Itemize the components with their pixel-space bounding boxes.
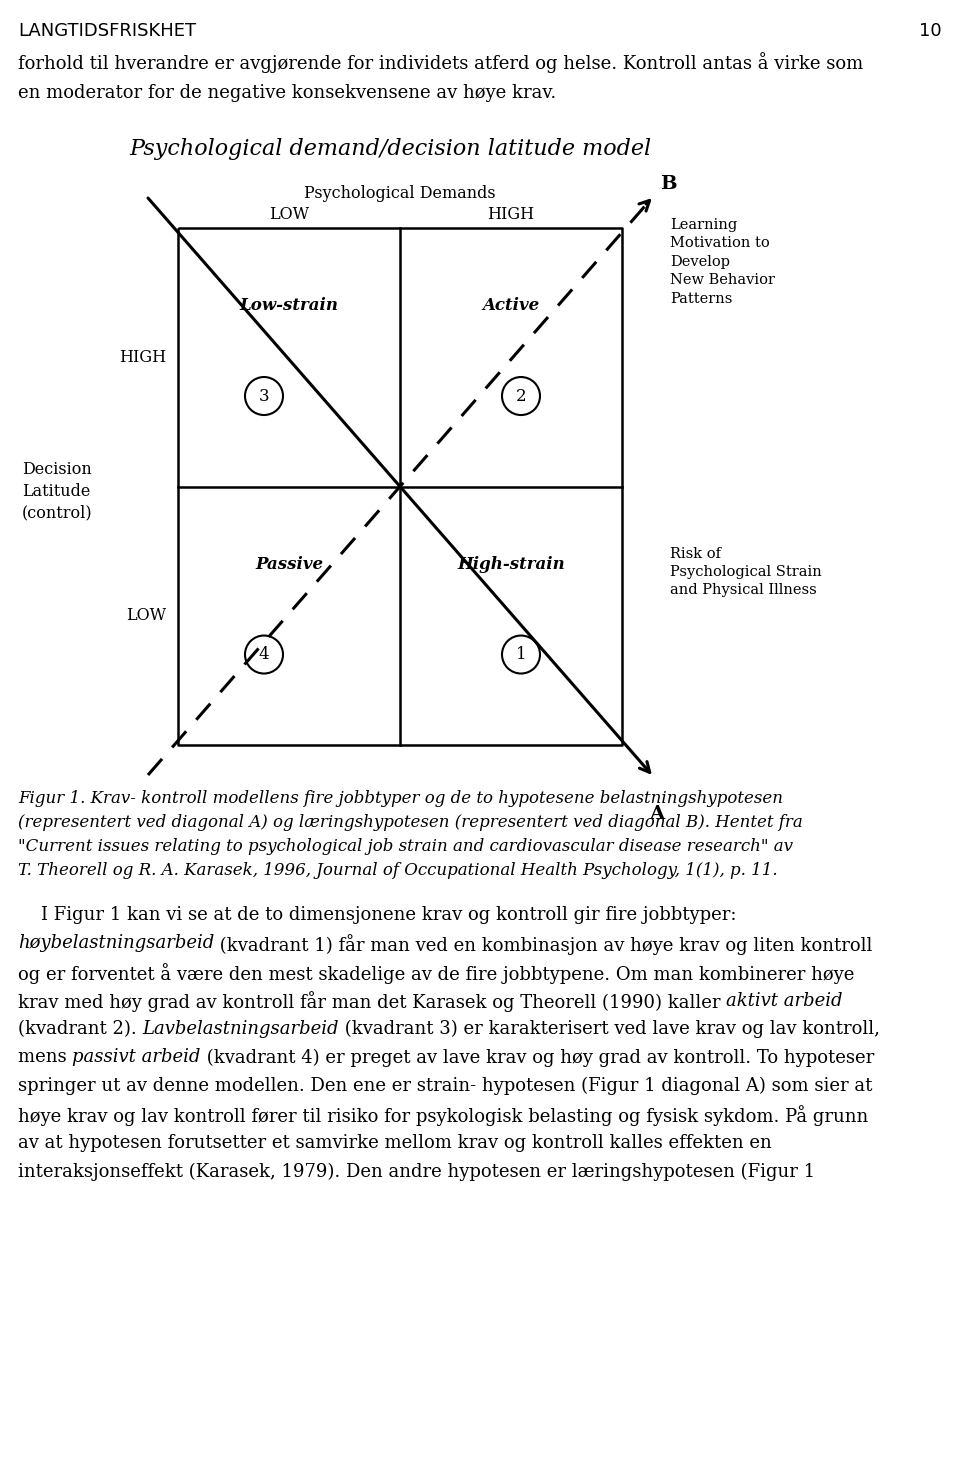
Text: springer ut av denne modellen. Den ene er strain- hypotesen (Figur 1 diagonal A): springer ut av denne modellen. Den ene e… [18,1077,873,1095]
Text: 2: 2 [516,387,526,405]
Text: B: B [660,175,677,193]
Text: LOW: LOW [269,206,309,223]
Text: (kvadrant 1) får man ved en kombinasjon av høye krav og liten kontroll: (kvadrant 1) får man ved en kombinasjon … [214,935,873,956]
Text: krav med høy grad av kontroll får man det Karasek og Theorell (1990) kaller: krav med høy grad av kontroll får man de… [18,991,727,1012]
Text: (representert ved diagonal A) og læringshypotesen (representert ved diagonal B).: (representert ved diagonal A) og lærings… [18,815,803,831]
Text: A: A [649,804,664,824]
Text: I Figur 1 kan vi se at de to dimensjonene krav og kontroll gir fire jobbtyper:: I Figur 1 kan vi se at de to dimensjonen… [18,907,736,925]
Text: LANGTIDSFRISKHET: LANGTIDSFRISKHET [18,22,196,40]
Text: aktivt arbeid: aktivt arbeid [727,991,843,1009]
Text: 10: 10 [920,22,942,40]
Text: Psychological demand/decision latitude model: Psychological demand/decision latitude m… [129,138,651,160]
Text: mens: mens [18,1049,72,1067]
Text: Figur 1. Krav- kontroll modellens fire jobbtyper og de to hypotesene belastnings: Figur 1. Krav- kontroll modellens fire j… [18,789,783,807]
Text: høye krav og lav kontroll fører til risiko for psykologisk belasting og fysisk s: høye krav og lav kontroll fører til risi… [18,1106,868,1126]
Text: High-strain: High-strain [457,555,564,573]
Text: Passive: Passive [255,555,324,573]
Text: Learning
Motivation to
Develop
New Behavior
Patterns: Learning Motivation to Develop New Behav… [670,218,775,306]
Text: en moderator for de negative konsekvensene av høye krav.: en moderator for de negative konsekvense… [18,85,556,102]
Text: forhold til hverandre er avgjørende for individets atferd og helse. Kontroll ant: forhold til hverandre er avgjørende for … [18,52,863,73]
Text: T. Theorell og R. A. Karasek, 1996, Journal of Occupational Health Psychology, 1: T. Theorell og R. A. Karasek, 1996, Jour… [18,862,778,879]
Text: Lavbelastningsarbeid: Lavbelastningsarbeid [142,1020,339,1037]
Text: 4: 4 [258,646,270,663]
Text: passivt arbeid: passivt arbeid [72,1049,201,1067]
Text: 1: 1 [516,646,526,663]
Text: interaksjonseffekt (Karasek, 1979). Den andre hypotesen er læringshypotesen (Fig: interaksjonseffekt (Karasek, 1979). Den … [18,1162,815,1181]
Text: (kvadrant 3) er karakterisert ved lave krav og lav kontroll,: (kvadrant 3) er karakterisert ved lave k… [339,1020,880,1039]
Text: HIGH: HIGH [488,206,535,223]
Text: Latitude: Latitude [22,482,90,500]
Text: 3: 3 [258,387,270,405]
Text: Risk of
Psychological Strain
and Physical Illness: Risk of Psychological Strain and Physica… [670,546,822,597]
Text: (control): (control) [22,505,92,521]
Text: og er forventet å være den mest skadelige av de fire jobbtypene. Om man kombiner: og er forventet å være den mest skadelig… [18,963,854,984]
Text: høybelastningsarbeid: høybelastningsarbeid [18,935,214,953]
Text: Decision: Decision [22,460,92,478]
Text: LOW: LOW [126,607,166,625]
Text: av at hypotesen forutsetter et samvirke mellom krav og kontroll kalles effekten : av at hypotesen forutsetter et samvirke … [18,1134,772,1152]
Text: "Current issues relating to psychological job strain and cardiovascular disease : "Current issues relating to psychologica… [18,838,793,855]
Text: Low-strain: Low-strain [239,297,339,315]
Text: Psychological Demands: Psychological Demands [304,186,495,202]
Text: HIGH: HIGH [119,349,166,365]
Text: Active: Active [482,297,540,315]
Text: (kvadrant 2).: (kvadrant 2). [18,1020,142,1037]
Text: (kvadrant 4) er preget av lave krav og høy grad av kontroll. To hypoteser: (kvadrant 4) er preget av lave krav og h… [201,1049,874,1067]
